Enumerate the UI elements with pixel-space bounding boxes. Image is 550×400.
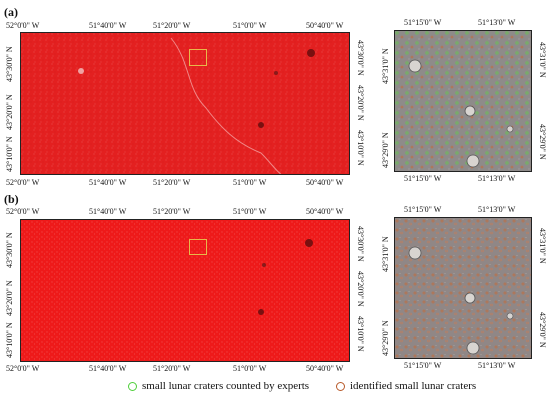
crater-mark xyxy=(258,122,264,128)
crater-mark xyxy=(466,341,480,355)
crater-mark xyxy=(464,105,476,117)
right-ytick: 43°30'0" N xyxy=(356,226,365,262)
top-xtick: 51°40'0" W xyxy=(89,21,127,30)
detail-texture-a xyxy=(395,31,531,171)
left-ytick: 43°20'0" N xyxy=(5,94,14,130)
bottom-xtick: 51°0'0" W xyxy=(233,364,267,373)
detail-left-ytick: 43°31'0" N xyxy=(381,236,390,272)
detail-map-b xyxy=(394,217,532,359)
detail-location-box[interactable] xyxy=(189,239,207,255)
left-ytick: 43°10'0" N xyxy=(5,322,14,358)
right-ytick: 43°20'0" N xyxy=(356,271,365,307)
right-ytick: 43°30'0" N xyxy=(356,40,365,76)
crater-mark xyxy=(258,309,264,315)
detail-left-ytick: 43°29'0" N xyxy=(381,132,390,168)
detail-texture-b xyxy=(395,218,531,358)
top-xtick: 50°40'0" W xyxy=(306,21,344,30)
map-texture-b xyxy=(21,220,349,361)
crater-mark xyxy=(274,71,278,75)
detail-bottom-xtick: 51°13'0" W xyxy=(478,174,516,183)
detail-right-ytick: 43°29'0" N xyxy=(538,312,547,348)
top-xtick: 51°0'0" W xyxy=(233,21,267,30)
detail-top-xtick: 51°13'0" W xyxy=(478,18,516,27)
detail-top-xtick: 51°15'0" W xyxy=(404,18,442,27)
green-circle-icon xyxy=(128,381,137,391)
top-xtick: 52°0'0" W xyxy=(6,21,40,30)
legend-label-experts: small lunar craters counted by experts xyxy=(142,380,310,392)
main-map-b xyxy=(20,219,350,362)
crater-mark xyxy=(408,59,422,73)
crater-mark xyxy=(506,312,514,320)
bottom-xtick: 51°40'0" W xyxy=(89,178,127,187)
crater-mark xyxy=(466,154,480,168)
crater-mark xyxy=(262,263,266,267)
crater-mark xyxy=(408,246,422,260)
detail-top-xtick: 51°13'0" W xyxy=(478,205,516,214)
bottom-xtick: 51°40'0" W xyxy=(89,364,127,373)
top-xtick: 51°20'0" W xyxy=(153,21,191,30)
left-ytick: 43°20'0" N xyxy=(5,280,14,316)
bottom-xtick: 51°20'0" W xyxy=(153,178,191,187)
detail-bottom-xtick: 51°15'0" W xyxy=(404,174,442,183)
bottom-xtick: 52°0'0" W xyxy=(6,364,40,373)
bottom-xtick: 52°0'0" W xyxy=(6,178,40,187)
left-ytick: 43°30'0" N xyxy=(5,232,14,268)
top-xtick: 51°40'0" W xyxy=(89,207,127,216)
detail-right-ytick: 43°29'0" N xyxy=(538,124,547,160)
top-xtick: 51°0'0" W xyxy=(233,207,267,216)
bottom-xtick: 50°40'0" W xyxy=(306,178,344,187)
detail-bottom-xtick: 51°15'0" W xyxy=(404,361,442,370)
legend-item-experts: small lunar craters counted by experts xyxy=(128,380,309,392)
left-ytick: 43°10'0" N xyxy=(5,136,14,172)
map-texture-a xyxy=(21,33,349,174)
main-map-a xyxy=(20,32,350,175)
detail-left-ytick: 43°31'0" N xyxy=(381,48,390,84)
top-xtick: 52°0'0" W xyxy=(6,207,40,216)
right-ytick: 43°10'0" N xyxy=(356,316,365,352)
bottom-xtick: 50°40'0" W xyxy=(306,364,344,373)
crater-mark xyxy=(305,239,313,247)
crater-mark xyxy=(307,49,315,57)
top-xtick: 50°40'0" W xyxy=(306,207,344,216)
left-ytick: 43°30'0" N xyxy=(5,46,14,82)
detail-map-a xyxy=(394,30,532,172)
detail-location-box[interactable] xyxy=(189,49,207,66)
right-ytick: 43°20'0" N xyxy=(356,85,365,121)
bottom-xtick: 51°20'0" W xyxy=(153,364,191,373)
top-xtick: 51°20'0" W xyxy=(153,207,191,216)
detail-top-xtick: 51°15'0" W xyxy=(404,205,442,214)
legend-item-identified: identified small lunar craters xyxy=(336,380,476,392)
crater-mark xyxy=(506,125,514,133)
panel-label-a: (a) xyxy=(4,5,18,19)
detail-right-ytick: 43°31'0" N xyxy=(538,42,547,78)
crater-mark xyxy=(464,292,476,304)
crater-mark xyxy=(78,68,84,74)
panel-label-b: (b) xyxy=(4,192,19,206)
detail-right-ytick: 43°31'0" N xyxy=(538,228,547,264)
right-ytick: 43°10'0" N xyxy=(356,130,365,166)
legend-label-identified: identified small lunar craters xyxy=(350,380,477,392)
detail-bottom-xtick: 51°13'0" W xyxy=(478,361,516,370)
detail-left-ytick: 43°29'0" N xyxy=(381,320,390,356)
bottom-xtick: 51°0'0" W xyxy=(233,178,267,187)
brown-circle-icon xyxy=(336,381,345,391)
